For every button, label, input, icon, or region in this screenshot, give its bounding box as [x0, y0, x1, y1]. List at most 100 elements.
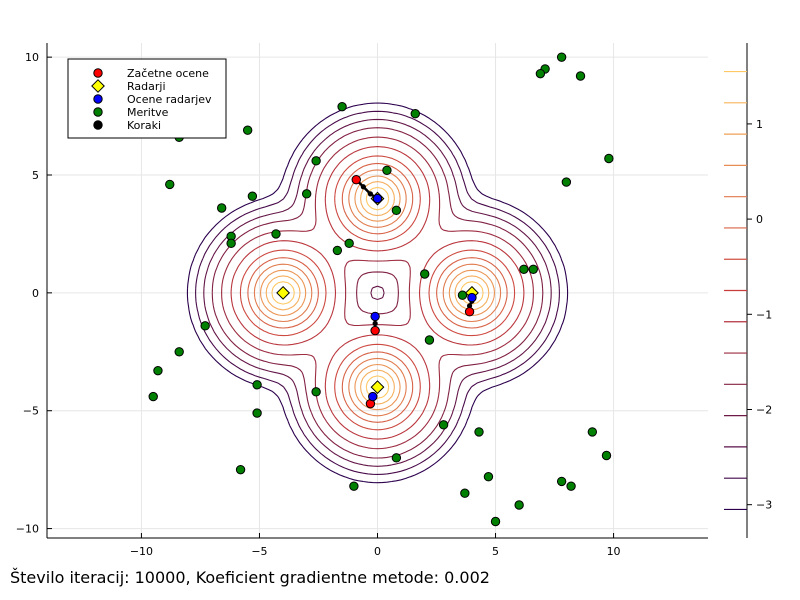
- y-tick-label: −10: [16, 523, 39, 536]
- measurement-point: [349, 481, 359, 491]
- measurement-point: [271, 229, 281, 239]
- measurement-point: [424, 335, 435, 345]
- x-tick-label: 10: [607, 545, 621, 558]
- legend-label: Radarji: [127, 80, 166, 93]
- grid: [47, 43, 708, 538]
- legend-marker: [93, 107, 103, 117]
- legend-label: Meritve: [127, 106, 169, 119]
- measurement-point: [148, 391, 158, 402]
- measurement-point: [420, 269, 430, 279]
- measurement-point: [460, 488, 470, 498]
- measurement-point: [438, 420, 449, 430]
- contour-line: [247, 162, 508, 423]
- measurement-point: [561, 177, 572, 187]
- contour-lines: [186, 102, 569, 484]
- measurement-point: [410, 109, 420, 119]
- measurement-point: [566, 481, 576, 491]
- contour-line: [203, 118, 552, 467]
- x-tick-label: −10: [130, 545, 153, 558]
- initial-estimate-point: [351, 175, 361, 185]
- measurement-point: [474, 427, 484, 437]
- measurement-point: [165, 179, 175, 190]
- legend-marker: [91, 79, 105, 93]
- contour-line: [221, 136, 534, 450]
- measurement-point: [490, 516, 501, 527]
- colorbar-tick-label: 0: [756, 213, 763, 226]
- measurement-point: [483, 472, 494, 482]
- measurement-point: [226, 238, 236, 249]
- measurement-point: [604, 153, 614, 164]
- contour-line: [259, 175, 496, 411]
- radar-estimate-point: [370, 311, 380, 322]
- measurement-point: [200, 321, 210, 331]
- x-tick-label: 0: [374, 545, 381, 558]
- measurement-point: [575, 71, 586, 81]
- tick-labels: −10 −5 0 5 10 −10 −5 0 5 10: [16, 51, 621, 558]
- radar-estimate-point: [467, 292, 477, 303]
- measurement-point: [587, 427, 598, 437]
- measurement-point: [391, 453, 402, 463]
- legend-marker: [93, 68, 103, 78]
- contour-line: [230, 146, 525, 440]
- legend-marker: [93, 94, 103, 104]
- colorbar-tick-label: −1: [756, 308, 772, 321]
- radar-estimate-point: [372, 193, 383, 204]
- measurement-point: [528, 264, 539, 274]
- y-tick-label: 0: [32, 287, 39, 300]
- colorbar: 1 0 −1 −2 −3: [724, 43, 772, 538]
- x-tick-label: 5: [492, 545, 499, 558]
- radar-point: [276, 285, 290, 300]
- measurement-point: [391, 205, 402, 216]
- step-point: [360, 184, 366, 190]
- x-tick-label: −5: [251, 545, 267, 558]
- contour-line: [195, 110, 560, 475]
- measurement-point: [247, 191, 258, 201]
- radar-estimate-point: [368, 391, 378, 402]
- measurement-point: [311, 387, 321, 397]
- measurement-point: [252, 408, 262, 418]
- markers: [148, 52, 614, 527]
- step-point: [367, 191, 374, 197]
- measurement-point: [535, 68, 546, 79]
- step-point: [466, 303, 473, 309]
- measurement-point: [601, 450, 612, 461]
- axes: [46, 43, 708, 539]
- legend-marker: [93, 120, 103, 130]
- caption: Število iteracij: 10000, Koeficient grad…: [10, 568, 490, 587]
- measurement-point: [311, 156, 321, 166]
- y-tick-label: −5: [23, 405, 39, 418]
- contour-line: [239, 155, 516, 431]
- measurement-point: [216, 203, 227, 213]
- measurement-point: [242, 125, 253, 135]
- colorbar-tick-label: −2: [756, 403, 772, 416]
- measurement-point: [332, 245, 343, 256]
- legend-label: Koraki: [127, 119, 161, 132]
- measurement-point: [556, 476, 567, 487]
- colorbar-tick-label: 1: [756, 118, 763, 131]
- measurement-point: [252, 380, 262, 390]
- contour-line: [211, 127, 544, 459]
- initial-estimate-point: [464, 307, 475, 317]
- legend-label: Začetne ocene: [127, 67, 209, 80]
- measurement-point: [153, 365, 163, 376]
- measurement-point: [301, 189, 312, 199]
- measurement-point: [337, 101, 347, 112]
- measurement-point: [514, 500, 524, 510]
- measurement-point: [556, 52, 567, 62]
- measurement-point: [235, 464, 246, 475]
- measurement-point: [174, 347, 184, 357]
- colorbar-tick-label: −3: [756, 499, 772, 512]
- legend-label: Ocene radarjev: [127, 93, 212, 106]
- measurement-point: [344, 238, 354, 249]
- contour-line: [186, 102, 569, 484]
- measurement-point: [457, 290, 468, 300]
- y-tick-label: 10: [25, 51, 39, 64]
- contour-line: [253, 169, 502, 417]
- y-tick-label: 5: [32, 169, 39, 182]
- step-point: [372, 320, 378, 327]
- measurement-point: [519, 264, 529, 274]
- initial-estimate-point: [370, 325, 380, 336]
- measurement-point: [382, 165, 392, 175]
